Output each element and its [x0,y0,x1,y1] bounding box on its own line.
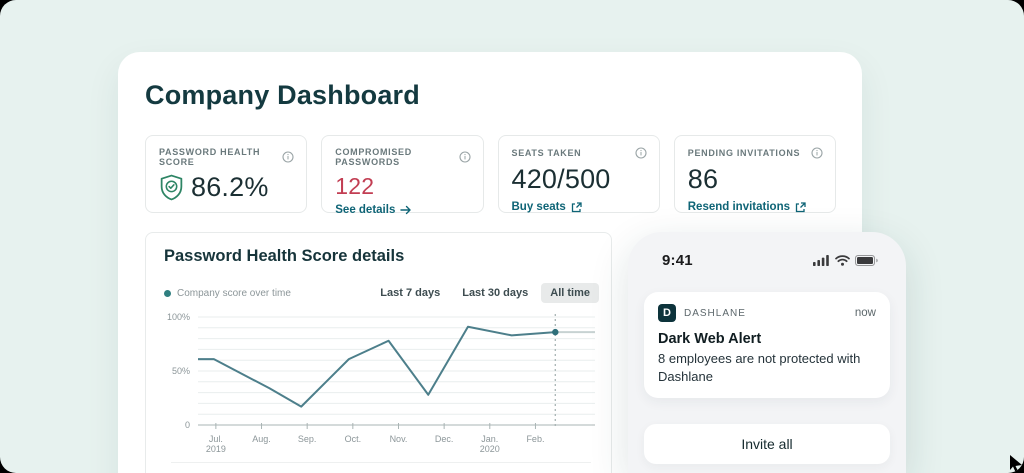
info-icon[interactable] [811,147,823,159]
password-health-chart-card: Password Health Score details Company sc… [145,232,612,473]
svg-text:Feb.: Feb. [526,434,544,444]
chart-footer-divider [171,462,591,463]
svg-text:2019: 2019 [206,444,226,454]
svg-text:0: 0 [185,420,190,430]
svg-text:Nov.: Nov. [390,434,408,444]
stat-card-compromised-passwords: COMPROMISED PASSWORDS 122 See details [321,135,484,216]
stat-value: 86.2% [191,172,269,202]
info-icon[interactable] [635,147,647,159]
health-score-chart: Jul. 2019 Aug. Sep. Oct. Nov. Dec. Jan. 2020 Feb.… [158,309,603,467]
stat-label: SEATS TAKEN [511,148,582,158]
stat-value: 86 [687,164,719,194]
buy-seats-link[interactable]: Buy seats [512,201,582,213]
svg-text:100%: 100% [167,312,190,322]
arrow-right-icon [400,205,412,215]
stats-row: PASSWORD HEALTH SCORE 86.2% COMPROMISED … [145,135,836,216]
filter-last-7-days[interactable]: Last 7 days [380,287,441,299]
svg-text:Jul.: Jul. [209,434,223,444]
notification-body: 8 employees are not protected with Dashl… [658,351,861,384]
svg-text:50%: 50% [172,366,190,376]
stat-card-pending-invitations: PENDING INVITATIONS 86 Resend invitation… [673,135,836,213]
stat-label: COMPROMISED PASSWORDS [335,147,412,167]
phone-mockup: 9:41 D DASHLANE now Dark Web Alert 8 emp… [628,232,906,473]
stat-label: PENDING INVITATIONS [687,148,801,158]
legend-label: Company score over time [177,287,291,299]
filter-all-time[interactable]: All time [541,283,599,303]
battery-icon [855,255,878,266]
filter-last-30-days[interactable]: Last 30 days [462,287,529,299]
legend-dot [164,289,171,297]
info-icon[interactable] [282,151,294,163]
stat-value: 420/500 [511,164,611,194]
shield-check-icon [160,174,183,201]
cellular-signal-icon [813,255,829,266]
chart-legend: Company score over time [164,288,291,299]
svg-text:Sep.: Sep. [298,434,317,444]
wifi-icon [835,255,850,266]
resend-invitations-link[interactable]: Resend invitations [688,201,806,213]
chart-title: Password Health Score details [164,247,405,265]
time-range-filters: Last 7 days Last 30 days All time [371,283,599,303]
page-title: Company Dashboard [145,80,420,110]
invite-all-button[interactable]: Invite all [644,424,890,464]
svg-text:2020: 2020 [480,444,500,454]
svg-text:Oct.: Oct. [345,434,362,444]
stat-card-seats-taken: SEATS TAKEN 420/500 Buy seats [497,135,660,213]
mouse-cursor [1010,455,1022,473]
svg-text:Dec.: Dec. [435,434,454,444]
stat-label: PASSWORD HEALTH SCORE [159,147,261,167]
svg-text:Jan.: Jan. [481,434,498,444]
dark-web-alert-notification[interactable]: D DASHLANE now Dark Web Alert 8 employee… [644,292,890,399]
svg-text:Aug.: Aug. [252,434,271,444]
notification-title: Dark Web Alert [658,331,762,347]
dashlane-app-icon: D [658,304,676,322]
external-link-icon [795,201,806,212]
stat-card-password-health-score: PASSWORD HEALTH SCORE 86.2% [145,135,308,213]
phone-status-bar: 9:41 [662,252,878,269]
info-icon[interactable] [458,151,471,163]
stat-value: 122 [335,173,375,199]
notification-time: now [854,307,876,319]
status-time: 9:41 [662,252,693,269]
see-details-link[interactable]: See details [335,204,412,216]
notification-app-name: DASHLANE [684,307,746,319]
external-link-icon [571,201,582,212]
